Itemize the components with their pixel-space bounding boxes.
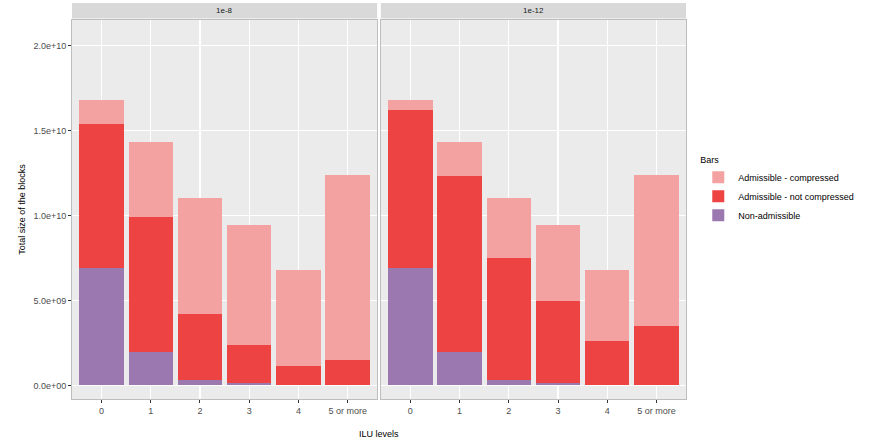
svg-text:3: 3 <box>247 406 252 416</box>
svg-text:2: 2 <box>197 406 202 416</box>
svg-text:Total size of the blocks: Total size of the blocks <box>17 164 27 255</box>
svg-text:4: 4 <box>296 406 301 416</box>
svg-text:Non-admissible: Non-admissible <box>738 211 800 221</box>
svg-text:Admissible - not compressed: Admissible - not compressed <box>738 192 854 202</box>
svg-text:Admissible - compressed: Admissible - compressed <box>738 173 839 183</box>
svg-text:4: 4 <box>605 406 610 416</box>
svg-text:5 or more: 5 or more <box>637 406 676 416</box>
svg-text:ILU levels: ILU levels <box>359 429 399 439</box>
svg-text:5 or more: 5 or more <box>328 406 367 416</box>
svg-text:2: 2 <box>506 406 511 416</box>
svg-text:1e-12: 1e-12 <box>523 6 544 15</box>
svg-text:0.0e+00: 0.0e+00 <box>33 381 66 391</box>
svg-text:1: 1 <box>148 406 153 416</box>
svg-text:Bars: Bars <box>700 155 719 165</box>
svg-text:1e-8: 1e-8 <box>216 6 233 15</box>
svg-text:2.0e+10: 2.0e+10 <box>33 41 66 51</box>
svg-text:0: 0 <box>408 406 413 416</box>
svg-text:1.0e+10: 1.0e+10 <box>33 211 66 221</box>
svg-text:1: 1 <box>457 406 462 416</box>
svg-text:0: 0 <box>99 406 104 416</box>
svg-text:1.5e+10: 1.5e+10 <box>33 126 66 136</box>
svg-text:5.0e+09: 5.0e+09 <box>33 296 66 306</box>
svg-text:3: 3 <box>556 406 561 416</box>
